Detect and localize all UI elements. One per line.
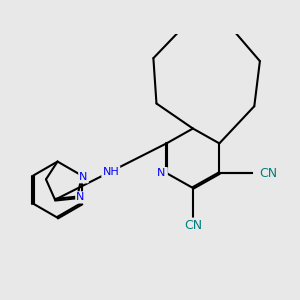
Text: N: N (76, 192, 85, 203)
Text: NH: NH (102, 167, 119, 177)
Text: N: N (79, 172, 88, 182)
Text: CN: CN (184, 219, 202, 232)
Text: CN: CN (260, 167, 278, 180)
Text: N: N (158, 168, 166, 178)
Text: N: N (158, 168, 167, 178)
